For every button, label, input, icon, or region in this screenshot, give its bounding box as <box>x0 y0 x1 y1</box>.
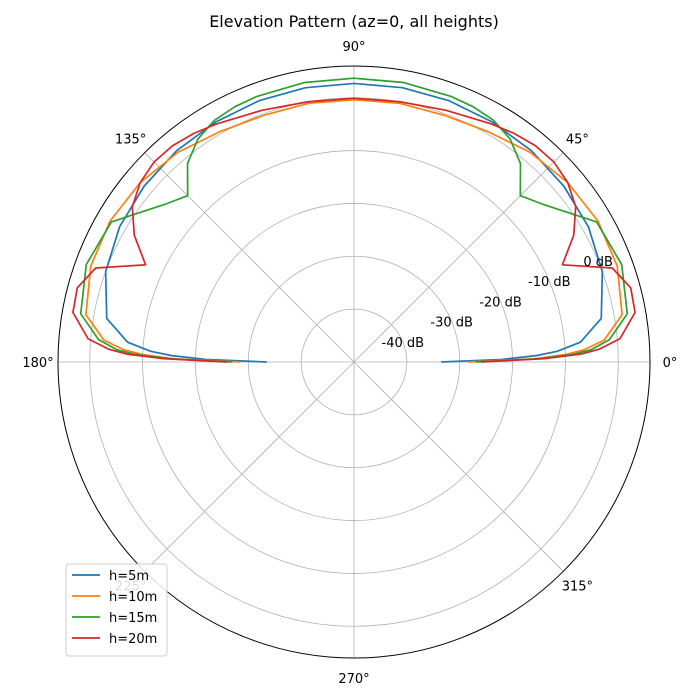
legend-label: h=20m <box>109 632 157 647</box>
angle-tick-label: 270° <box>338 672 369 687</box>
legend-label: h=10m <box>109 590 157 605</box>
series-line-0 <box>104 82 604 363</box>
legend-frame <box>65 563 168 657</box>
angle-tick-label: 45° <box>566 133 589 148</box>
angle-tick-label: 90° <box>342 40 365 55</box>
legend-label: h=15m <box>109 611 157 626</box>
r-tick-label: 0 dB <box>583 255 613 270</box>
polar-grid <box>58 66 650 658</box>
angle-tick-label: 315° <box>562 579 593 594</box>
polar-frame <box>57 65 651 659</box>
series-layer <box>72 77 636 363</box>
theta-grid-line-5 <box>144 361 355 572</box>
r-tick-label: -40 dB <box>382 336 425 351</box>
theta-grid-line-7 <box>353 361 564 572</box>
r-tick-label: -30 dB <box>430 316 473 331</box>
angle-tick-label: 0° <box>663 356 678 371</box>
r-tick-label: -20 dB <box>479 295 522 310</box>
r-tick-label: -10 dB <box>528 275 571 290</box>
angle-tick-label: 135° <box>115 133 146 148</box>
series-line-1 <box>85 98 623 363</box>
angle-tick-label: 180° <box>22 356 53 371</box>
legend-label: h=5m <box>109 569 149 584</box>
legend: h=5m h=10m h=15m h=20m <box>65 563 168 657</box>
theta-grid-line-1 <box>353 152 564 363</box>
series-line-3 <box>72 97 636 363</box>
theta-grid-line-3 <box>144 152 355 363</box>
chart-title: Elevation Pattern (az=0, all heights) <box>209 12 499 31</box>
series-line-2 <box>79 77 629 363</box>
